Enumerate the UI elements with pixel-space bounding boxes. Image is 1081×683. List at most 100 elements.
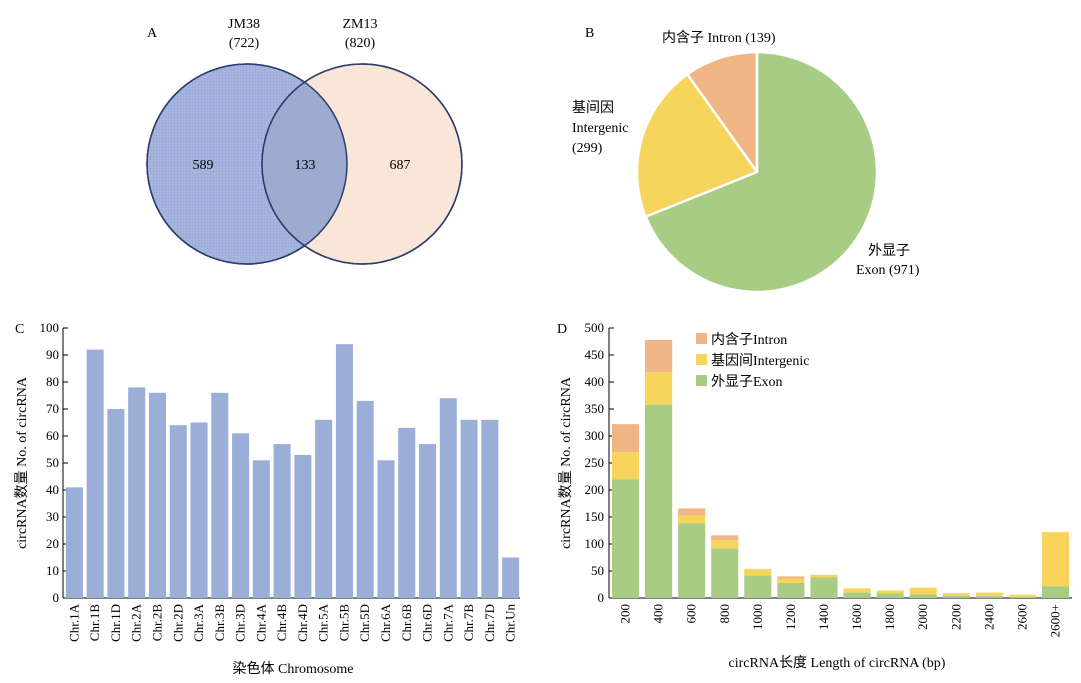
c-bar [86, 349, 104, 598]
c-y-tick-label: 90 [46, 347, 59, 362]
d-x-tick-label: 2200 [948, 604, 963, 630]
venn-set-a-count: (722) [229, 36, 260, 51]
c-y-tick-label: 60 [46, 428, 59, 443]
d-y-tick-label: 350 [585, 401, 605, 416]
d-bar-segment [744, 568, 772, 576]
c-bar [481, 419, 499, 598]
d-x-tick-label: 1600 [849, 604, 864, 630]
venn-outline-zm13 [261, 63, 463, 265]
venn-set-b-name: ZM13 [343, 17, 378, 32]
d-y-tick-label: 400 [585, 374, 605, 389]
pie-slice [635, 72, 759, 219]
d-bar-segment [645, 339, 673, 373]
d-legend-label: 基因间Intergenic [711, 352, 810, 369]
d-y-tick-label: 50 [591, 563, 604, 578]
c-bar [460, 419, 478, 598]
d-x-tick-label: 2000 [915, 604, 930, 630]
c-x-tick-label: Chr.2D [170, 604, 185, 642]
d-bar-segment [777, 578, 805, 583]
c-x-tick-label: Chr.1D [108, 604, 123, 642]
c-x-tick-label: Chr.Un [503, 604, 518, 642]
d-x-tick-label: 200 [618, 604, 633, 624]
c-bar [65, 487, 83, 598]
d-x-tick-label: 2400 [981, 604, 996, 630]
venn-set-a-name: JM38 [228, 17, 260, 32]
c-x-tick-label: Chr.3D [233, 604, 248, 642]
d-bar-segment [1008, 596, 1036, 598]
d-bar-segment [645, 404, 673, 598]
c-x-tick-label: Chr.5B [336, 604, 351, 642]
d-bar-segment [1041, 532, 1070, 587]
d-bar-segment [876, 590, 904, 594]
c-y-tick-label: 70 [46, 401, 59, 416]
c-bar [148, 392, 166, 598]
panel-d-stacked-bar-chart: D 0 50 100 150 200 250 300 350 400 450 500 200 400 6… [557, 320, 1072, 671]
c-x-tick-label: Chr.4D [295, 604, 310, 642]
c-x-tick-label: Chr.6B [399, 604, 414, 642]
d-y-tick-label: 0 [598, 590, 605, 605]
d-bar-segment [876, 593, 904, 598]
d-y-tick-label: 500 [585, 320, 605, 335]
d-y-tick-label: 200 [585, 482, 605, 497]
c-x-tick-label: Chr.4B [274, 604, 289, 642]
d-legend-swatch [696, 333, 707, 344]
pie-label-intergenic-line1: 基间因 [572, 99, 614, 116]
d-x-tick-label: 400 [651, 604, 666, 624]
c-x-tick-label: Chr.3A [191, 603, 206, 642]
d-bar-segment [645, 372, 673, 405]
d-bar-segment [611, 424, 640, 453]
panel-c-letter: C [15, 322, 24, 337]
d-bar-segment [810, 577, 838, 598]
c-y-tick-label: 20 [46, 536, 59, 551]
d-bar-segment [843, 588, 871, 593]
venn-intersection [262, 64, 347, 264]
c-y-axis-label: circRNA数量 No. of circRNA [14, 376, 30, 549]
d-bar-segment [909, 587, 937, 595]
c-bar [190, 422, 208, 598]
d-bar-segment [942, 595, 970, 598]
d-bar-segment [942, 593, 970, 596]
d-bar-segment [975, 592, 1003, 596]
c-x-tick-label: Chr.7A [440, 603, 455, 642]
d-x-tick-label: 2600+ [1047, 604, 1062, 637]
venn-set-b-count: (820) [345, 36, 376, 51]
pie-slice [685, 50, 759, 176]
d-x-tick-label: 600 [684, 604, 699, 624]
d-bar-segment [744, 575, 772, 598]
c-x-tick-label: Chr.5A [316, 603, 331, 642]
pie-slice [644, 50, 879, 294]
panel-a-letter: A [147, 26, 158, 41]
d-bar-segment [611, 452, 640, 480]
c-x-tick-label: Chr.7B [461, 604, 476, 642]
pie-label-exon-line2: Exon (971) [856, 263, 920, 278]
panel-a-venn: A JM38 (722) ZM13 (820) 589 133 687 [146, 17, 463, 265]
c-bar [169, 425, 187, 598]
c-x-tick-label: Chr.1B [87, 604, 102, 642]
d-bar-segment [810, 574, 838, 578]
c-bar [294, 454, 312, 598]
c-bar [128, 387, 146, 598]
d-x-tick-label: 1000 [750, 604, 765, 630]
panel-b-letter: B [585, 26, 594, 41]
c-bar [315, 419, 333, 598]
pie-label-intergenic-line3: (299) [572, 141, 603, 156]
d-bar-segment [711, 540, 739, 549]
d-x-axis-label: circRNA长度 Length of circRNA (bp) [729, 655, 946, 671]
d-y-tick-label: 250 [585, 455, 605, 470]
c-bar [273, 444, 291, 598]
c-bar [335, 344, 353, 598]
d-legend-label: 内含子Intron [711, 332, 787, 348]
d-y-tick-label: 450 [585, 347, 605, 362]
d-bar-segment [678, 515, 706, 524]
venn-only-b-value: 687 [390, 158, 411, 173]
d-legend-swatch [696, 375, 707, 386]
c-bar [107, 409, 125, 598]
c-x-tick-label: Chr.3B [212, 604, 227, 642]
c-x-tick-label: Chr.2B [149, 604, 164, 642]
d-bar-segment [843, 592, 871, 598]
c-x-tick-label: Chr.6D [420, 604, 435, 642]
d-bar-segment [777, 582, 805, 598]
d-x-tick-labels: 200 400 600 800 1000 1200 1400 1600 1800 2000 2200… [618, 604, 1063, 637]
